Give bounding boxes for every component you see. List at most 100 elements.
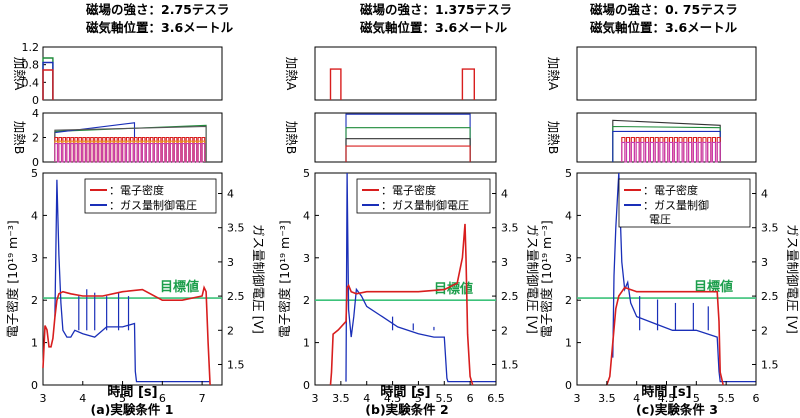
- legend-gas-voltage-label: ：ガス量制御電圧: [381, 198, 469, 212]
- x-axis-label: 時間 [s]: [641, 384, 691, 400]
- gas-voltage-line: [345, 172, 496, 383]
- density-ylabel: 電子密度 [10¹⁹ m⁻³]: [277, 220, 292, 337]
- heating-b-B-red: [345, 145, 471, 162]
- density-ylabel: 電子密度 [10¹⁹ m⁻³]: [539, 220, 554, 337]
- density-ytick-label: 4: [31, 209, 38, 222]
- density-ytick-label: 5: [31, 167, 38, 180]
- voltage-ytick-label: 1.5: [761, 358, 779, 371]
- electron-density-line: [42, 285, 211, 386]
- legend-box: [84, 178, 217, 214]
- density-ytick-label: 0: [565, 379, 572, 392]
- voltage-ytick-label: 2.5: [501, 290, 519, 303]
- x-tick-label: 3: [312, 392, 319, 405]
- x-tick-label: 5.5: [436, 392, 454, 405]
- header-magnetic-field: 磁場の強さ：1.375テスラ: [359, 2, 512, 17]
- header-magnetic-field: 磁場の強さ：2.75テスラ: [85, 2, 229, 17]
- x-tick-label: 4: [363, 392, 370, 405]
- heating-b-B-modulated-magenta: [54, 143, 206, 163]
- electron-density-line: [606, 286, 724, 386]
- legend-electron-density-label: ：電子密度: [643, 183, 698, 197]
- heating-b-frame: [576, 112, 757, 163]
- voltage-ytick-label: 4: [501, 188, 508, 201]
- legend-electron-density-label: ：電子密度: [381, 183, 436, 197]
- density-ytick-label: 3: [303, 252, 310, 265]
- x-tick-label: 4.5: [384, 392, 402, 405]
- x-tick-label: 6: [467, 392, 474, 405]
- header-magnetic-field: 磁場の強さ：0. 75テスラ: [589, 2, 738, 17]
- heating-a-A-red-1: [329, 68, 342, 100]
- voltage-ytick-label: 3: [761, 256, 768, 269]
- voltage-ytick-label: 2: [227, 324, 234, 337]
- heating-a-frame: [314, 46, 497, 101]
- legend-box: [618, 178, 751, 228]
- voltage-ytick-label: 1.5: [227, 358, 245, 371]
- voltage-ylabel: ガス量制御電圧 [V]: [251, 224, 266, 334]
- density-ytick-label: 0: [303, 379, 310, 392]
- density-ytick-label: 4: [565, 209, 572, 222]
- x-tick-label: 4: [79, 392, 86, 405]
- header-magnetic-axis: 磁気軸位置：3.6メートル: [85, 20, 234, 35]
- x-tick-label: 5.5: [717, 392, 735, 405]
- density-ytick-label: 4: [303, 209, 310, 222]
- x-tick-label: 5: [119, 392, 126, 405]
- heating-b-ylabel: 加熱B: [284, 121, 299, 155]
- legend-box: [356, 178, 491, 214]
- heating-b-ylabel: 加熱B: [12, 121, 27, 155]
- voltage-ytick-label: 2.5: [761, 290, 779, 303]
- target-label: 目標値: [694, 279, 733, 295]
- voltage-ytick-label: 2: [761, 324, 768, 337]
- density-ytick-label: 1: [31, 337, 38, 350]
- x-tick-label: 4.5: [658, 392, 676, 405]
- density-ytick-label: 0: [31, 379, 38, 392]
- density-ytick-label: 3: [565, 252, 572, 265]
- voltage-ytick-label: 3.5: [761, 222, 779, 235]
- heating-a-ytick-label: 0: [32, 94, 39, 107]
- heating-a-A-red-2: [461, 68, 475, 100]
- x-tick-label: 6.5: [487, 392, 505, 405]
- x-axis-label: 時間 [s]: [107, 384, 157, 400]
- x-tick-label: 6: [753, 392, 760, 405]
- target-label: 目標値: [160, 279, 199, 295]
- heating-b-ytick-label: 4: [32, 107, 39, 120]
- density-ytick-label: 5: [303, 167, 310, 180]
- voltage-ytick-label: 2.5: [227, 290, 245, 303]
- heating-a-ylabel: 加熱A: [546, 57, 561, 91]
- legend-gas-voltage-label: ：ガス量制御: [643, 198, 709, 212]
- x-tick-label: 3.5: [332, 392, 350, 405]
- heating-a-ytick-label: 0.8: [22, 59, 40, 72]
- x-tick-label: 3.5: [598, 392, 616, 405]
- voltage-ytick-label: 2: [501, 324, 508, 337]
- heating-b-ylabel: 加熱B: [546, 121, 561, 155]
- heating-a-frame: [576, 46, 757, 101]
- voltage-ytick-label: 1.5: [501, 358, 519, 371]
- voltage-ytick-label: 4: [761, 188, 768, 201]
- x-tick-label: 5: [693, 392, 700, 405]
- header-magnetic-axis: 磁気軸位置：3.6メートル: [359, 20, 508, 35]
- voltage-ylabel: ガス量制御電圧 [V]: [785, 224, 800, 334]
- panel-caption: (c)実験条件 3: [636, 402, 718, 417]
- voltage-ytick-label: 3: [501, 256, 508, 269]
- heating-b-ytick-label: 0: [32, 156, 39, 169]
- density-ytick-label: 1: [565, 337, 572, 350]
- density-ytick-label: 1: [303, 337, 310, 350]
- heating-a-ytick-label: 0.4: [22, 76, 40, 89]
- heating-a-ylabel: 加熱A: [12, 57, 27, 91]
- heating-a-A-red: [42, 69, 54, 100]
- density-ytick-label: 5: [565, 167, 572, 180]
- x-tick-label: 5: [415, 392, 422, 405]
- voltage-ytick-label: 3.5: [227, 222, 245, 235]
- panel-caption: (a)実験条件 1: [91, 402, 174, 417]
- gas-voltage-line: [54, 179, 211, 383]
- header-magnetic-axis: 磁気軸位置：3.6メートル: [589, 20, 738, 35]
- density-ytick-label: 2: [565, 294, 572, 307]
- heating-a-frame: [42, 46, 223, 101]
- voltage-ytick-label: 4: [227, 188, 234, 201]
- x-tick-label: 7: [199, 392, 206, 405]
- gas-voltage-line: [612, 172, 756, 383]
- x-tick-label: 3: [574, 392, 581, 405]
- x-tick-label: 6: [159, 392, 166, 405]
- target-label: 目標値: [434, 281, 473, 297]
- heating-a-ytick-label: 1.2: [22, 41, 40, 54]
- voltage-ytick-label: 3.5: [501, 222, 519, 235]
